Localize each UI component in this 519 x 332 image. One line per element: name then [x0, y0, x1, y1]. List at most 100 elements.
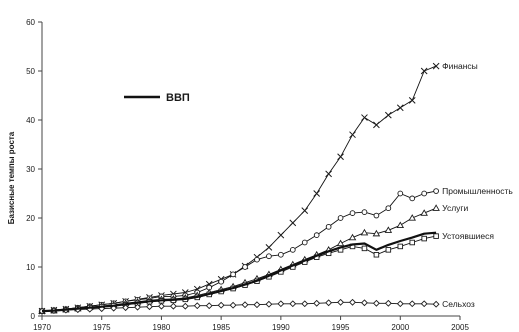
- point-diamond-marker: [289, 300, 297, 308]
- point-circle-marker: [385, 205, 392, 212]
- point-diamond-marker: [432, 300, 440, 308]
- point-diamond-marker: [408, 300, 416, 308]
- point-square-marker: [433, 233, 439, 239]
- point-diamond-marker: [193, 302, 201, 310]
- series-group: [38, 62, 440, 315]
- x-tick-label: 1995: [332, 323, 350, 332]
- point-x-marker: [420, 67, 428, 75]
- x-tick-label: 1970: [33, 323, 51, 332]
- point-diamond-marker: [253, 301, 261, 309]
- series-end-label: Финансы: [442, 61, 478, 71]
- point-circle-marker: [433, 188, 439, 194]
- y-tick-label: 0: [31, 312, 36, 321]
- point-circle-marker: [409, 195, 416, 202]
- point-x-marker: [373, 121, 380, 129]
- point-circle-marker: [397, 190, 404, 197]
- point-circle-marker: [230, 271, 236, 278]
- point-diamond-marker: [265, 300, 273, 308]
- point-triangle-marker: [420, 209, 428, 216]
- point-triangle-marker: [396, 221, 405, 228]
- point-x-marker: [432, 62, 440, 70]
- point-circle-marker: [337, 215, 344, 221]
- point-diamond-marker: [349, 298, 356, 306]
- point-diamond-marker: [384, 299, 392, 307]
- point-circle-marker: [254, 256, 260, 263]
- point-diamond-marker: [241, 301, 249, 309]
- point-diamond-marker: [217, 301, 225, 309]
- point-circle-marker: [349, 210, 356, 216]
- point-diamond-marker: [277, 300, 285, 308]
- point-circle-marker: [313, 232, 320, 239]
- point-circle-marker: [373, 212, 380, 219]
- point-triangle-marker: [336, 239, 345, 247]
- point-circle-marker: [242, 264, 248, 270]
- point-diamond-marker: [169, 302, 177, 310]
- point-square-marker: [397, 243, 404, 250]
- series-Промышленность: [39, 188, 439, 314]
- x-tick-label: 1990: [272, 323, 290, 332]
- point-x-marker: [301, 207, 309, 215]
- point-x-marker: [408, 97, 416, 104]
- point-x-marker: [277, 231, 285, 239]
- point-x-marker: [337, 153, 344, 161]
- point-triangle-marker: [348, 233, 357, 241]
- series-line: [41, 65, 437, 312]
- legend: ВВП: [124, 92, 190, 104]
- point-x-marker: [289, 219, 297, 227]
- series-end-label: Устоявшиеся: [442, 231, 494, 241]
- x-tick-label: 1985: [212, 323, 230, 332]
- y-tick-label: 10: [26, 263, 35, 272]
- point-x-marker: [313, 190, 321, 197]
- axes: 0 10 20 30 40 50 60 1970 1975 1980 1985 1990 1995 200…: [26, 18, 469, 332]
- point-circle-marker: [325, 223, 332, 230]
- point-diamond-marker: [301, 300, 309, 308]
- x-tick-label: 2005: [451, 323, 469, 332]
- series-end-label: Услуги: [442, 203, 468, 213]
- point-x-marker: [265, 244, 273, 251]
- point-square-marker: [385, 247, 392, 253]
- point-diamond-marker: [372, 299, 380, 307]
- point-circle-marker: [301, 239, 308, 246]
- point-diamond-marker: [361, 299, 368, 307]
- point-circle-marker: [421, 190, 428, 197]
- point-diamond-marker: [229, 301, 237, 309]
- x-tick-label: 1980: [153, 323, 171, 332]
- x-tick-label: 1975: [93, 323, 111, 332]
- point-x-marker: [361, 114, 368, 121]
- point-circle-marker: [278, 251, 284, 258]
- series-line: [41, 301, 437, 312]
- point-circle-marker: [218, 278, 224, 285]
- point-diamond-marker: [110, 304, 118, 312]
- point-diamond-marker: [122, 304, 130, 312]
- point-x-marker: [384, 111, 392, 119]
- legend-label: ВВП: [166, 92, 190, 104]
- series-line: [41, 190, 437, 312]
- point-triangle-marker: [384, 226, 393, 233]
- point-triangle-marker: [372, 229, 381, 237]
- point-x-marker: [325, 170, 332, 178]
- y-tick-label: 20: [26, 214, 35, 223]
- x-tick-label: 2000: [391, 323, 409, 332]
- point-circle-marker: [361, 209, 368, 215]
- series-Устоявшиеся: [39, 233, 439, 314]
- point-circle-marker: [266, 253, 272, 260]
- series-end-label: Сельхоз: [442, 299, 475, 309]
- y-tick-label: 40: [26, 116, 35, 125]
- point-diamond-marker: [337, 298, 345, 306]
- y-tick-label: 50: [26, 67, 35, 76]
- point-triangle-marker: [408, 214, 417, 221]
- series-line: [41, 207, 437, 312]
- series-Финансы: [38, 62, 440, 315]
- point-x-marker: [349, 131, 356, 139]
- series-ВВП: [41, 231, 437, 313]
- point-square-marker: [409, 239, 415, 246]
- point-diamond-marker: [205, 302, 213, 310]
- point-square-marker: [373, 251, 380, 258]
- point-diamond-marker: [325, 299, 333, 307]
- point-diamond-marker: [157, 302, 165, 310]
- point-diamond-marker: [420, 300, 428, 308]
- point-diamond-marker: [181, 302, 189, 310]
- series-line: [41, 231, 437, 313]
- y-tick-label: 60: [26, 18, 35, 27]
